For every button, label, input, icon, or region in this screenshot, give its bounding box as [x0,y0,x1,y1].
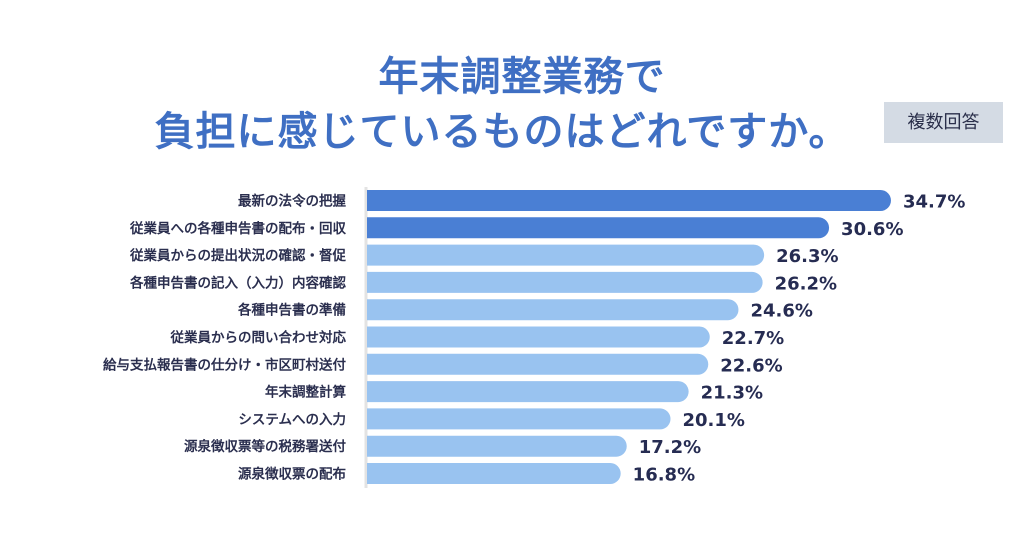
bar [367,326,710,348]
bar [367,244,765,266]
category-label: 従業員からの提出状況の確認・督促 [129,247,346,264]
multiple-answer-badge: 複数回答 [884,102,1003,143]
bar [367,353,709,375]
category-label: 各種申告書の準備 [237,302,346,319]
value-label: 30.6% [841,219,903,240]
chart-title-line-1: 年末調整業務で [378,54,666,100]
bar [367,190,891,211]
value-label: 26.3% [776,246,838,267]
bar [367,381,689,403]
category-label: 各種申告書の記入（入力）内容確認 [129,274,346,291]
category-label: 年末調整計算 [265,384,346,401]
value-label: 21.3% [701,383,763,404]
category-label: 源泉徴収票の配布 [238,466,346,483]
bar [367,299,739,321]
category-label: 従業員への各種申告書の配布・回収 [129,220,346,237]
category-label: 最新の法令の把握 [238,193,346,210]
value-label: 22.7% [722,328,784,349]
value-label: 16.8% [633,465,695,486]
value-label: 24.6% [750,301,812,322]
bar [367,435,627,457]
value-label: 26.2% [775,273,837,294]
bar [367,463,621,484]
bar [367,271,763,293]
bar [367,408,671,430]
chart-title-line-2: 負担に感じているものはどれですか。 [154,109,850,155]
category-label: システムへの入力 [238,411,346,428]
value-label: 34.7% [903,192,965,213]
category-label: 給与支払報告書の仕分け・市区町村送付 [103,356,346,373]
value-label: 22.6% [720,355,782,376]
value-label: 20.1% [683,410,745,431]
category-label: 従業員からの問い合わせ対応 [170,329,347,346]
category-label: 源泉徴収票等の税務署送付 [184,438,346,455]
bar [367,217,830,239]
value-label: 17.2% [639,437,701,458]
